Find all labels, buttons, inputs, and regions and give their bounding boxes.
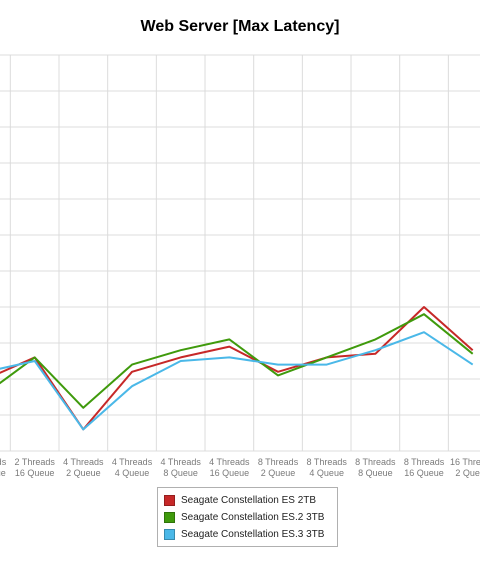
legend-swatch [164,529,175,540]
x-tick-label: 8 Threads [307,457,348,467]
x-tick-label: 16 Queue [404,468,444,478]
legend: Seagate Constellation ES 2TB Seagate Cons… [157,487,338,547]
legend-label: Seagate Constellation ES.3 3TB [181,529,325,540]
legend-item-3: Seagate Constellation ES.3 3TB [164,526,331,543]
x-tick-label: 8 Threads [355,457,396,467]
legend-label: Seagate Constellation ES.2 3TB [181,512,325,523]
x-tick-label: 4 Queue [309,468,344,478]
series-line-3 [0,331,474,431]
legend-swatch [164,512,175,523]
series-line-2 [0,313,474,409]
x-tick-label: 16 Queue [15,468,55,478]
x-tick-label: 4 Threads [209,457,250,467]
x-tick-label: 4 Threads [161,457,202,467]
x-tick-label: 2 Queue [66,468,101,478]
x-tick-label: 2 Threads [14,457,55,467]
x-tick-label: 4 Queue [115,468,150,478]
chart-title: Web Server [Max Latency] [140,18,340,35]
x-tick-label: 16 Queue [0,468,6,478]
x-tick-label: 4 Threads [63,457,104,467]
legend-item-2: Seagate Constellation ES.2 3TB [164,509,331,526]
x-tick-label: 2 Queue [455,468,480,478]
x-tick-label: 1 Threads [0,457,7,467]
x-tick-label: 16 Threads [450,457,480,467]
legend-label: Seagate Constellation ES 2TB [181,495,317,506]
x-tick-label: 16 Queue [210,468,250,478]
series-lines [0,306,474,431]
x-tick-label: 8 Threads [404,457,445,467]
x-tick-label: 4 Threads [112,457,153,467]
grid [0,54,480,452]
x-tick-label: 8 Queue [163,468,198,478]
x-tick-label: 8 Threads [258,457,299,467]
x-tick-label: 8 Queue [358,468,393,478]
x-tick-label: 2 Queue [261,468,296,478]
legend-item-1: Seagate Constellation ES 2TB [164,492,331,509]
legend-swatch [164,495,175,506]
